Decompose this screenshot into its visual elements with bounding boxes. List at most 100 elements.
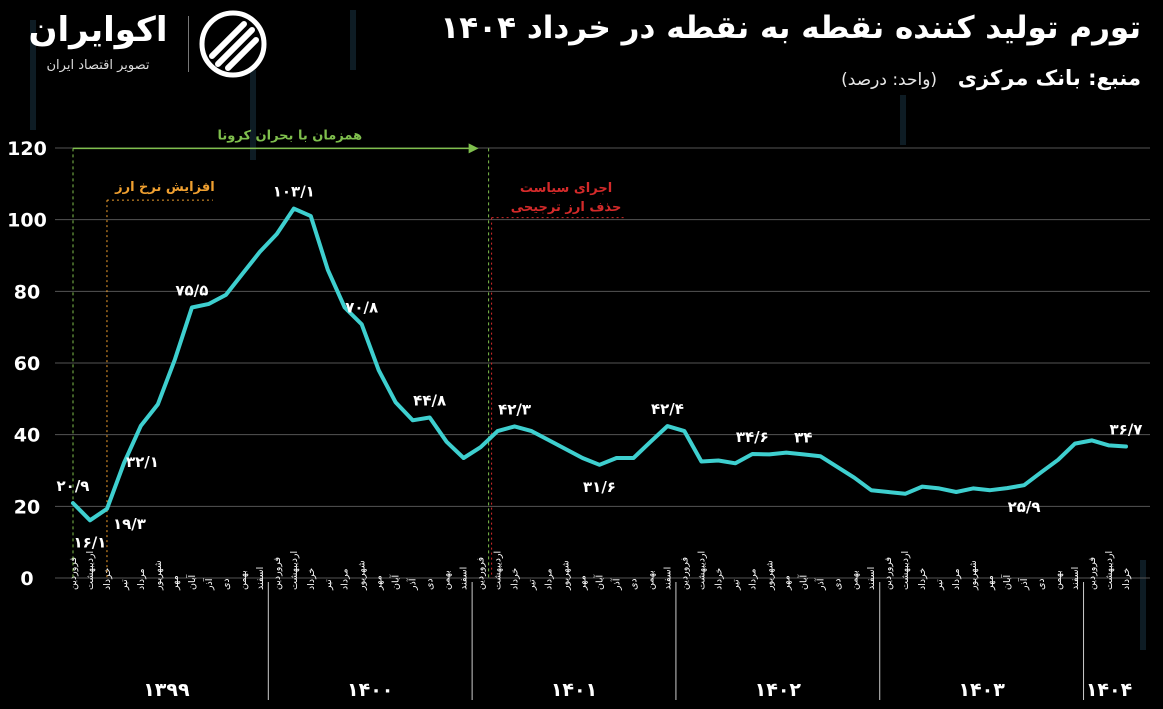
x-tick-label: اسفند — [459, 567, 470, 590]
x-tick-label: شهریور — [764, 560, 775, 591]
chart-subtitle: منبع: بانک مرکزی (واحد: درصد) — [841, 66, 1141, 90]
x-tick-label: فروردین — [1087, 557, 1098, 590]
x-tick-label: اردیبهشت — [289, 551, 300, 590]
chart-title: تورم تولید کننده نقطه به نقطه در خرداد ۱… — [440, 10, 1141, 46]
data-label: ۳۲/۱ — [126, 453, 159, 471]
x-tick-label: مرداد — [544, 569, 555, 590]
data-label: ۷۰/۸ — [345, 298, 378, 316]
data-label: ۳۴/۶ — [736, 428, 769, 446]
x-tick-label: تیر — [934, 579, 945, 591]
data-label: ۷۵/۵ — [175, 281, 208, 299]
data-label: ۴۲/۳ — [498, 400, 531, 418]
data-label: ۱۹/۳ — [113, 515, 146, 533]
x-tick-label: دی — [425, 578, 436, 590]
y-tick-label: 60 — [14, 353, 40, 375]
data-label: ۲۰/۹ — [57, 477, 90, 495]
x-tick-label: تیر — [119, 579, 130, 591]
y-tick-label: 20 — [14, 496, 40, 518]
x-tick-label: بهمن — [442, 570, 453, 590]
x-tick-label: آبان — [593, 574, 606, 590]
year-label: ۱۳۹۹ — [143, 679, 190, 701]
x-tick-label: شهریور — [153, 560, 164, 591]
y-tick-label: 40 — [14, 425, 40, 447]
brand-separator — [188, 16, 189, 72]
x-tick-label: مهر — [374, 575, 385, 591]
data-label: ۳۶/۷ — [1110, 420, 1143, 438]
y-tick-label: 80 — [14, 281, 40, 303]
unit-label: (واحد: درصد) — [841, 70, 938, 90]
x-tick-label: آبان — [389, 574, 402, 590]
year-label: ۱۴۰۴ — [1086, 679, 1132, 701]
x-tick-label: تیر — [527, 579, 538, 591]
x-tick-label: بهمن — [645, 570, 656, 590]
x-tick-label: مرداد — [136, 569, 147, 590]
data-label: ۳۱/۶ — [583, 478, 616, 496]
x-tick-label: اسفند — [255, 567, 266, 590]
x-tick-label: مهر — [985, 575, 996, 591]
x-tick-label: اردیبهشت — [493, 551, 504, 590]
data-label: ۳۴ — [794, 428, 812, 446]
fx-rate-label: افزایش نرخ ارز — [114, 180, 215, 195]
x-tick-label: فروردین — [68, 557, 79, 590]
data-label: ۴۲/۴ — [651, 400, 684, 418]
x-tick-label: فروردین — [272, 557, 283, 590]
x-tick-label: خرداد — [713, 568, 724, 590]
series-line — [71, 206, 1128, 523]
x-tick-label: آذر — [609, 578, 622, 591]
x-tick-label: اردیبهشت — [900, 551, 911, 590]
data-label: ۱۰۳/۱ — [273, 183, 315, 201]
x-tick-label: آبان — [796, 574, 809, 590]
year-label: ۱۴۰۲ — [755, 679, 802, 701]
data-label: ۱۶/۱ — [74, 533, 107, 551]
x-tick-label: آذر — [813, 578, 826, 591]
x-tick-label: اردیبهشت — [1104, 551, 1115, 590]
x-tick-label: دی — [628, 578, 639, 590]
x-tick-label: مهر — [578, 575, 589, 591]
x-tick-label: خرداد — [306, 568, 317, 590]
brand-name: اکوایران — [28, 10, 168, 50]
x-tick-label: تیر — [323, 579, 334, 591]
year-label: ۱۴۰۳ — [958, 679, 1005, 701]
y-tick-label: 100 — [7, 210, 47, 232]
x-tick-label: اردیبهشت — [85, 551, 96, 590]
x-tick-label: بهمن — [1053, 570, 1064, 590]
corona-label: همزمان با بحران کرونا — [218, 128, 363, 143]
subsidy-label-line2: حذف ارز ترجیحی — [511, 200, 622, 215]
subsidy-label-line1: اجرای سیاست — [520, 181, 612, 196]
x-tick-label: شهریور — [357, 560, 368, 591]
x-tick-label: مرداد — [951, 569, 962, 590]
ecoiran-logo-icon — [199, 10, 267, 78]
x-tick-label: خرداد — [102, 568, 113, 590]
corona-arrow-head — [468, 143, 479, 154]
brand-tagline: تصویر اقتصاد ایران — [46, 58, 150, 73]
data-label: ۲۵/۹ — [1008, 498, 1041, 516]
x-tick-label: اسفند — [1070, 567, 1081, 590]
x-tick-label: اردیبهشت — [696, 551, 707, 590]
x-tick-label: فروردین — [476, 557, 487, 590]
x-tick-label: بهمن — [849, 570, 860, 590]
source-label: منبع: بانک مرکزی — [957, 66, 1141, 90]
x-tick-label: مهر — [170, 575, 181, 591]
x-tick-label: خرداد — [917, 568, 928, 590]
x-tick-label: مرداد — [340, 569, 351, 590]
x-tick-label: فروردین — [679, 557, 690, 590]
x-tick-label: فروردین — [883, 557, 894, 590]
y-tick-label: 0 — [20, 568, 33, 590]
x-tick-label: مرداد — [747, 569, 758, 590]
x-tick-label: آبان — [1000, 574, 1013, 590]
x-tick-label: بهمن — [238, 570, 249, 590]
x-tick-label: آذر — [1017, 578, 1030, 591]
data-label: ۴۴/۸ — [413, 391, 446, 409]
x-tick-label: شهریور — [968, 560, 979, 591]
x-tick-label: تیر — [730, 579, 741, 591]
y-tick-label: 120 — [7, 138, 47, 160]
x-tick-label: اسفند — [662, 567, 673, 590]
x-tick-label: دی — [221, 578, 232, 590]
x-tick-label: دی — [832, 578, 843, 590]
x-tick-label: خرداد — [1121, 568, 1132, 590]
brand-logo: اکوایران تصویر اقتصاد ایران — [18, 8, 278, 78]
year-label: ۱۴۰۱ — [551, 679, 597, 701]
x-tick-label: آذر — [202, 578, 215, 591]
